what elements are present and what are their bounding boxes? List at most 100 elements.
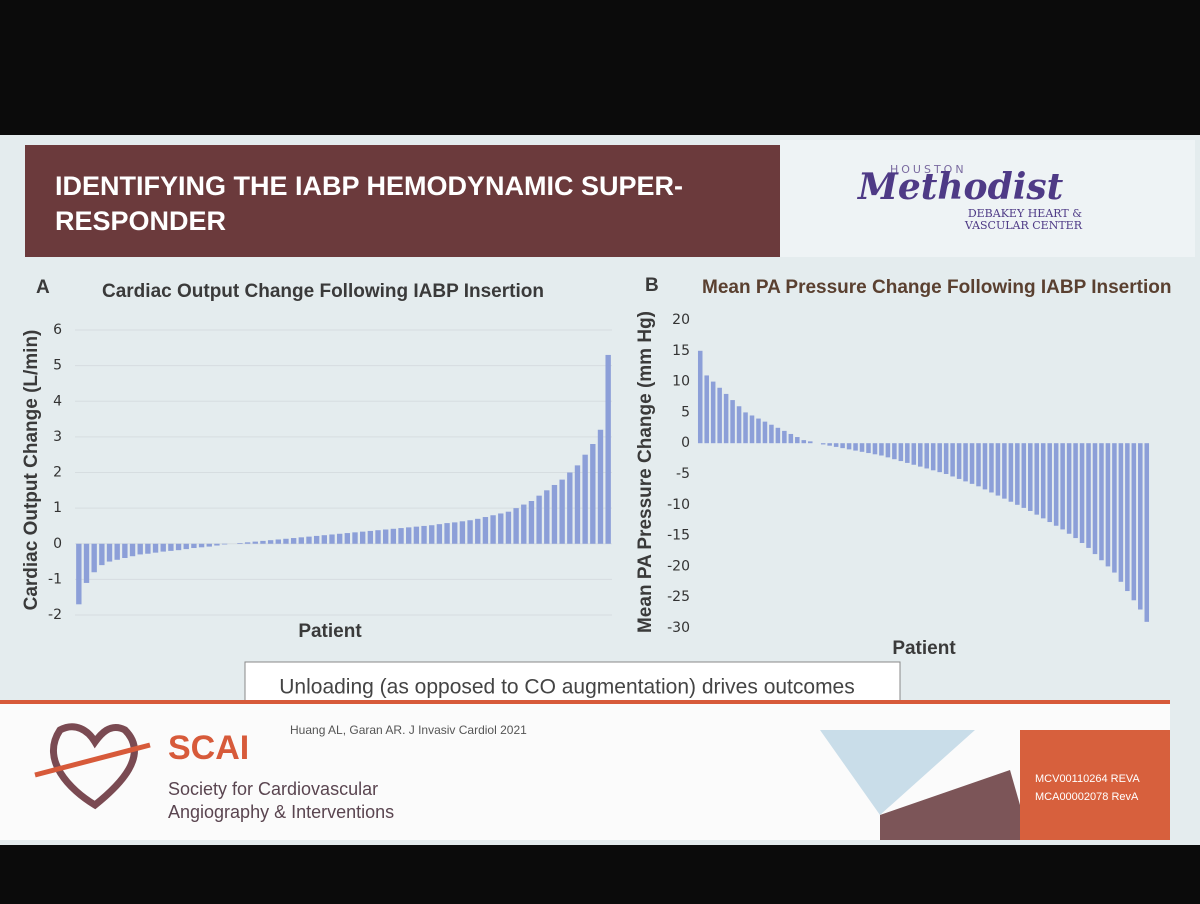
bar	[152, 543, 159, 553]
bar	[801, 440, 807, 444]
bar	[475, 518, 481, 544]
bar	[1105, 443, 1111, 567]
y-tick-label: 5	[53, 358, 62, 374]
bar	[756, 418, 761, 444]
callout: Unloading (as opposed to CO augmentation…	[279, 676, 855, 699]
bar	[336, 533, 343, 544]
bar	[444, 523, 450, 544]
bar	[704, 375, 709, 444]
bar	[989, 443, 994, 493]
decoration	[880, 770, 1030, 840]
bar	[244, 542, 251, 544]
bar	[723, 393, 729, 444]
y-tick-label: -30	[667, 620, 690, 636]
bar	[1079, 443, 1085, 543]
bar	[513, 508, 519, 544]
bar	[582, 454, 588, 544]
bar	[743, 412, 748, 444]
header-band	[25, 145, 780, 257]
bar	[1086, 443, 1091, 548]
bar	[275, 539, 281, 544]
bar	[290, 538, 297, 544]
footer-rule	[0, 700, 1170, 704]
bar	[359, 531, 366, 544]
bar	[490, 515, 496, 544]
y-tick-label: -2	[48, 607, 62, 623]
y-tick-label: 2	[53, 465, 62, 481]
bar	[1047, 443, 1052, 523]
y-tick-label: -25	[667, 589, 690, 605]
y-tick-label: 3	[53, 429, 62, 445]
org-name: Angiography & Interventions	[168, 802, 394, 822]
bar	[283, 538, 289, 544]
bar	[885, 443, 891, 458]
bar	[267, 540, 274, 544]
bar	[122, 543, 128, 558]
bar	[749, 415, 755, 444]
bar	[1008, 443, 1014, 502]
bar	[859, 443, 865, 452]
bar	[1073, 443, 1078, 539]
bar	[1028, 443, 1033, 511]
y-tick-label: -10	[667, 497, 690, 513]
bar	[1066, 443, 1072, 534]
y-tick-label: 15	[672, 343, 690, 359]
slide-title: RESPONDER	[55, 206, 226, 236]
bar	[956, 443, 962, 479]
bar	[536, 495, 542, 544]
bar	[390, 528, 397, 544]
bar	[91, 543, 97, 573]
bar	[168, 543, 174, 551]
bar	[1015, 443, 1020, 505]
logo-sub: DEBAKEY HEART &	[968, 207, 1082, 220]
bar	[976, 443, 981, 487]
bar	[352, 532, 358, 544]
bar	[782, 430, 787, 444]
bar	[879, 443, 884, 456]
bar	[833, 443, 839, 447]
bar	[605, 354, 611, 544]
bar	[313, 535, 320, 544]
bar	[995, 443, 1001, 496]
bar	[214, 543, 220, 546]
bar	[1112, 443, 1117, 573]
bar	[367, 530, 374, 544]
bar	[452, 522, 458, 544]
decoration	[820, 730, 975, 815]
bar	[840, 443, 845, 449]
y-axis-label: Mean PA Pressure Change (mm Hg)	[635, 311, 656, 633]
bar	[807, 441, 813, 444]
bar	[83, 543, 90, 583]
bar	[137, 543, 143, 555]
bar	[1138, 443, 1143, 610]
bar	[1118, 443, 1124, 582]
y-tick-label: 6	[53, 322, 62, 338]
bar	[917, 443, 923, 467]
x-axis-label: Patient	[298, 621, 362, 642]
bar	[1099, 443, 1104, 561]
bar	[905, 443, 910, 463]
bar	[544, 490, 550, 544]
bar	[1034, 443, 1040, 515]
bar	[406, 527, 412, 544]
bar	[930, 443, 936, 471]
bar	[567, 472, 573, 544]
decoration	[1020, 730, 1170, 840]
x-axis-label: Patient	[892, 638, 956, 659]
bar	[459, 521, 466, 544]
bar	[963, 443, 968, 482]
bar	[129, 543, 136, 557]
bar	[76, 543, 82, 605]
y-tick-label: 4	[53, 393, 62, 409]
bar	[788, 433, 794, 444]
bar	[413, 526, 420, 544]
bar	[344, 533, 351, 544]
bar	[383, 529, 389, 544]
panel-label: A	[36, 277, 50, 298]
bar	[597, 429, 604, 544]
bar	[795, 437, 800, 444]
bar	[736, 406, 742, 444]
y-tick-label: -5	[676, 466, 690, 482]
bar	[191, 543, 197, 549]
